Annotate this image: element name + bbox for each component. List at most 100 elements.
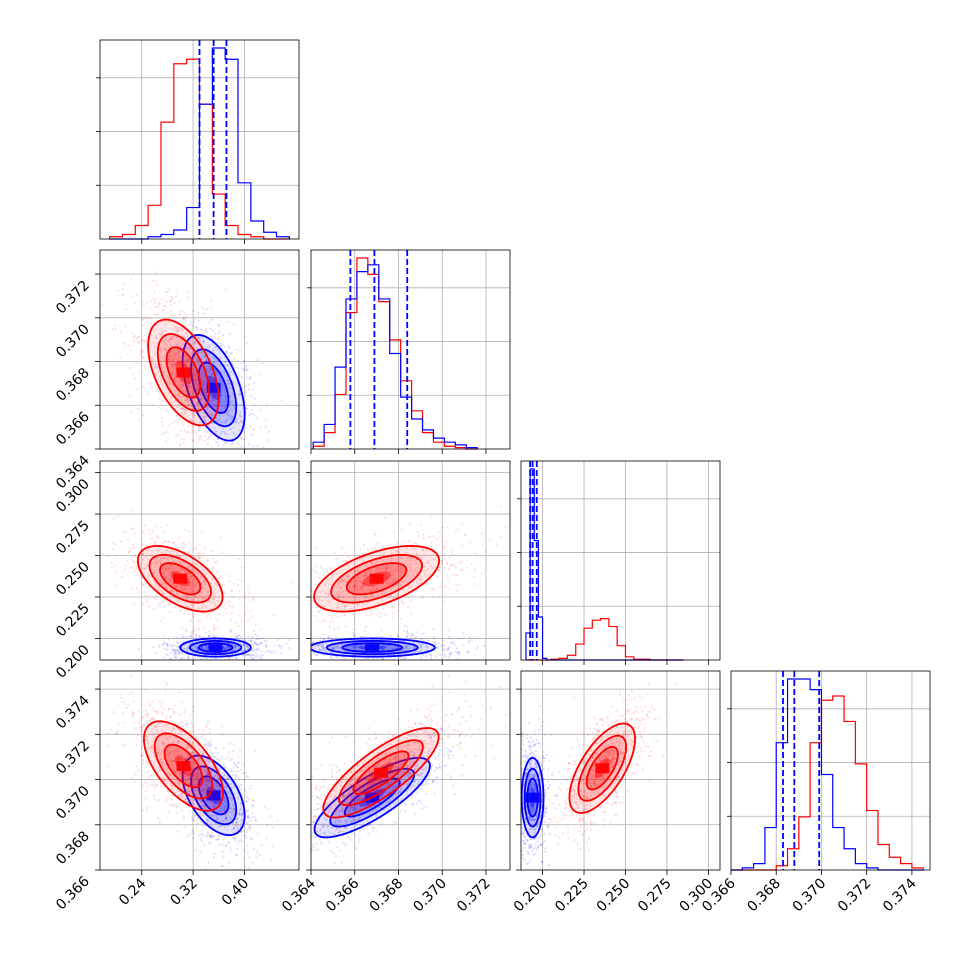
red-sample-point xyxy=(174,758,178,762)
blue-sample-point xyxy=(245,831,248,834)
red-sample-point xyxy=(182,775,185,779)
red-sample-point xyxy=(197,405,200,408)
blue-sample-point xyxy=(227,462,229,464)
blue-sample-point xyxy=(360,635,363,639)
red-sample-point xyxy=(202,391,205,394)
red-sample-point xyxy=(201,586,204,589)
blue-sample-point xyxy=(312,641,316,644)
red-sample-point xyxy=(192,709,195,712)
blue-sample-point xyxy=(224,399,227,402)
red-sample-point xyxy=(151,279,155,282)
blue-sample-point xyxy=(190,758,193,761)
blue-sample-point xyxy=(265,404,268,407)
blue-sample-point xyxy=(221,451,223,453)
red-sample-point xyxy=(203,789,206,792)
blue-sample-point xyxy=(216,337,220,340)
blue-sample-point xyxy=(271,826,274,829)
red-sample-point xyxy=(213,796,216,799)
red-sample-point xyxy=(201,379,204,382)
red-sample-point xyxy=(173,541,176,544)
red-sample-point xyxy=(190,582,193,585)
blue-sample-point xyxy=(443,655,447,658)
blue-sample-point xyxy=(211,373,214,376)
red-sample-point xyxy=(152,553,155,556)
red-sample-point xyxy=(201,753,204,756)
red-sample-point xyxy=(144,790,147,793)
red-sample-point xyxy=(154,725,157,729)
red-sample-point xyxy=(272,613,275,617)
red-sample-point xyxy=(200,789,203,793)
blue-sample-point xyxy=(235,655,238,659)
red-sample-point xyxy=(187,581,190,584)
blue-sample-point xyxy=(260,653,263,657)
blue-sample-point xyxy=(224,808,227,811)
blue-sample-point xyxy=(237,646,240,649)
blue-sample-point xyxy=(255,820,258,823)
blue-sample-point xyxy=(179,641,182,644)
blue-sample-point xyxy=(458,665,460,667)
red-sample-point xyxy=(176,727,179,730)
blue-sample-point xyxy=(227,861,230,865)
red-sample-point xyxy=(160,760,163,763)
blue-sample-point xyxy=(172,359,175,362)
red-sample-point xyxy=(168,571,171,575)
blue-sample-point xyxy=(297,648,299,650)
red-sample-point xyxy=(218,834,221,837)
red-sample-point xyxy=(180,407,183,410)
blue-sample-point xyxy=(239,802,242,805)
red-sample-point xyxy=(160,740,163,743)
red-sample-point xyxy=(205,595,209,598)
red-sample-point xyxy=(225,612,228,615)
red-sample-point xyxy=(79,733,81,735)
blue-sample-point xyxy=(158,302,161,305)
blue-sample-point xyxy=(264,837,268,840)
blue-sample-point xyxy=(321,645,324,649)
red-sample-point xyxy=(194,583,197,586)
blue-sample-point xyxy=(191,829,194,832)
red-sample-point xyxy=(139,349,143,352)
red-sample-point xyxy=(184,587,187,590)
red-sample-point xyxy=(240,804,243,807)
blue-sample-point xyxy=(166,653,169,657)
red-sample-point xyxy=(195,361,198,364)
red-contour xyxy=(165,346,202,399)
red-sample-point xyxy=(132,340,135,343)
red-sample-point xyxy=(176,742,179,745)
blue-sample-point xyxy=(221,334,225,337)
blue-sample-point xyxy=(341,643,344,646)
blue-sample-point xyxy=(256,654,259,657)
blue-sample-point xyxy=(174,652,178,655)
blue-sample-point xyxy=(231,804,234,807)
blue-sample-point xyxy=(250,412,253,415)
blue-sample-point xyxy=(231,409,234,412)
red-sample-point xyxy=(164,680,167,684)
red-sample-point xyxy=(177,361,180,364)
red-sample-point xyxy=(146,806,149,809)
blue-sample-point xyxy=(229,628,233,632)
red-sample-point xyxy=(180,363,183,366)
blue-sample-point xyxy=(224,433,227,436)
red-sample-point xyxy=(197,402,200,405)
red-sample-point xyxy=(173,353,176,357)
red-sample-point xyxy=(239,404,242,407)
blue-sample-point xyxy=(219,788,222,791)
red-sample-point xyxy=(135,361,138,365)
blue-sample-point xyxy=(281,644,284,647)
blue-sample-point xyxy=(404,657,407,660)
red-sample-point xyxy=(187,549,190,553)
red-sample-point xyxy=(171,359,174,362)
blue-sample-point xyxy=(214,394,217,397)
red-sample-point xyxy=(212,600,215,603)
red-sample-point xyxy=(140,725,143,729)
red-sample-point xyxy=(168,577,171,581)
red-sample-point xyxy=(157,313,160,316)
red-sample-point xyxy=(212,624,215,627)
red-sample-point xyxy=(187,588,190,591)
red-sample-point xyxy=(117,722,120,726)
blue-sample-point xyxy=(203,355,206,358)
blue-sample-point xyxy=(223,388,226,391)
density-panel-3-0 xyxy=(79,670,300,871)
red-sample-point xyxy=(209,412,212,415)
red-sample-point xyxy=(157,746,160,749)
blue-sample-point xyxy=(229,630,232,633)
